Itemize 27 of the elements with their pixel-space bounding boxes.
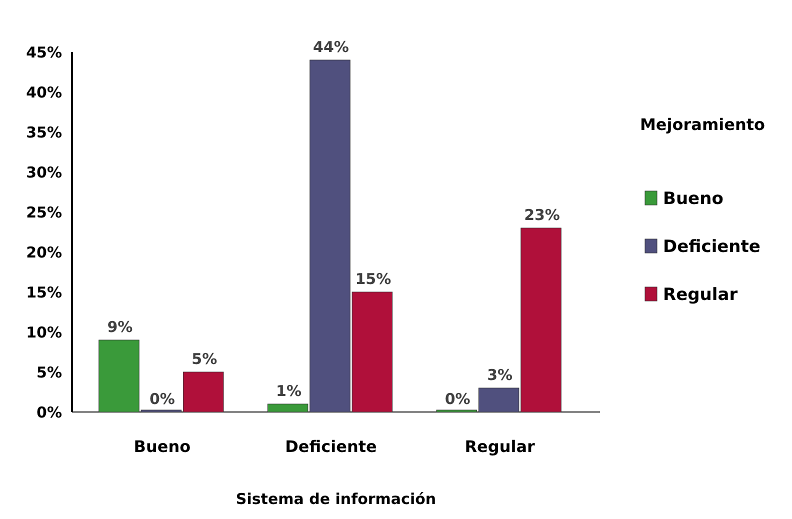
y-tick-label: 30% [26, 163, 62, 182]
y-tick-label: 15% [26, 283, 62, 302]
data-label: 0% [149, 390, 175, 408]
data-label: 23% [524, 206, 560, 224]
y-tick-label: 35% [26, 123, 62, 142]
y-tick-label: 20% [26, 243, 62, 262]
data-label: 1% [276, 382, 302, 400]
y-tick-label: 10% [26, 323, 62, 342]
data-label: 0% [444, 390, 470, 408]
y-tick-label: 5% [36, 363, 62, 382]
x-tick-label: Bueno [134, 437, 191, 456]
x-tick-label: Regular [464, 437, 536, 456]
legend-label: Deficiente [663, 236, 760, 257]
data-label: 3% [487, 366, 513, 384]
data-label: 15% [355, 270, 392, 288]
x-axis-title: Sistema de información [236, 490, 436, 508]
legend-title: Mejoramiento [640, 115, 765, 134]
data-label: 9% [107, 318, 133, 336]
y-tick-label: 45% [26, 43, 62, 62]
data-label: 5% [192, 350, 218, 368]
x-tick-label: Deficiente [285, 437, 377, 456]
legend-label: Bueno [663, 188, 724, 209]
data-label: 44% [313, 38, 349, 56]
y-tick-label: 40% [26, 83, 62, 102]
legend-label: Regular [663, 284, 738, 305]
y-tick-label: 25% [26, 203, 62, 222]
y-tick-label: 0% [36, 403, 62, 422]
